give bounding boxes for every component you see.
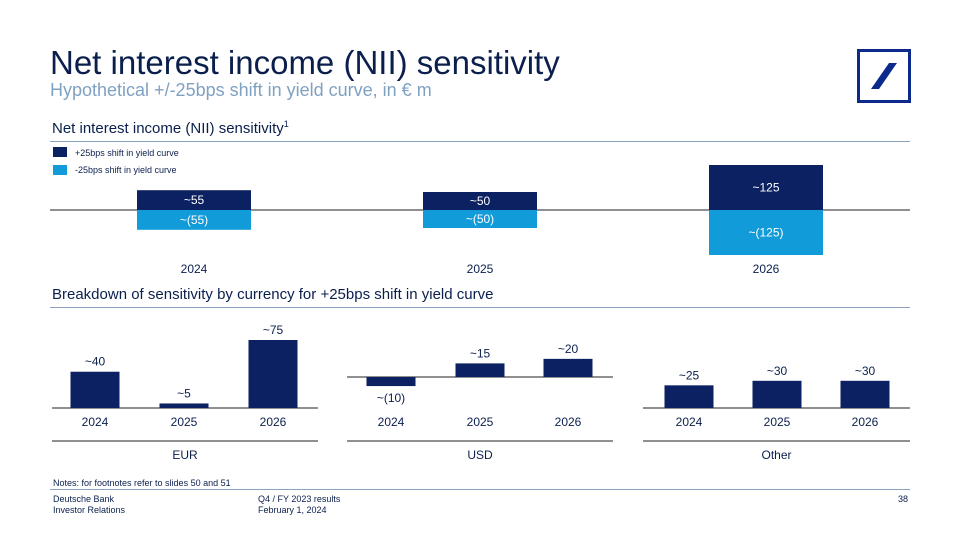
other-label-2026: ~30 <box>855 364 876 378</box>
eur-bar-2026 <box>248 340 298 408</box>
other-bar-2026 <box>840 380 890 408</box>
footnote-mark: 1 <box>283 119 289 129</box>
nii-tick-2024: 2024 <box>181 262 208 276</box>
usd-bar-2026 <box>543 358 593 377</box>
legend-label-minus: -25bps shift in yield curve <box>75 165 177 175</box>
footer-department: Investor Relations <box>53 505 126 515</box>
eur-label-2026: ~75 <box>263 323 284 337</box>
nii-bar-minus-2024 <box>137 210 251 230</box>
legend-label-plus: +25bps shift in yield curve <box>75 148 179 158</box>
eur-label-2024: ~40 <box>85 355 106 369</box>
section-title-nii-text: Net interest income (NII) sensitivity <box>52 120 284 137</box>
usd-tick-2024: 2024 <box>378 415 405 429</box>
usd-tick-2025: 2025 <box>467 415 494 429</box>
usd-group-label: USD <box>467 448 493 462</box>
page-subtitle: Hypothetical +/-25bps shift in yield cur… <box>50 80 432 100</box>
other-label-2025: ~30 <box>767 364 788 378</box>
other-group-label: Other <box>761 448 791 462</box>
nii-bar-plus-2024 <box>137 190 251 210</box>
usd-bar-2025 <box>455 363 505 377</box>
slash-logo-icon <box>871 63 897 89</box>
footer-divider <box>50 489 910 490</box>
eur-tick-2026: 2026 <box>260 415 287 429</box>
notes-text: Notes: for footnotes refer to slides 50 … <box>53 478 231 488</box>
eur-bar-2024 <box>70 371 120 408</box>
eur-label-2025: ~5 <box>177 386 191 400</box>
legend-swatch-minus <box>53 165 67 175</box>
nii-bar-plus-2026 <box>709 165 823 210</box>
nii-bar-minus-2025 <box>423 210 537 228</box>
usd-label-2025: ~15 <box>470 346 491 360</box>
footer-report: Q4 / FY 2023 results <box>258 494 341 504</box>
deutsche-bank-logo <box>857 49 911 103</box>
section-divider <box>50 307 910 308</box>
usd-label-2026: ~20 <box>558 342 579 356</box>
nii-label-minus-2025: ~(50) <box>466 212 494 226</box>
nii-label-plus-2026: ~125 <box>752 181 779 195</box>
nii-label-minus-2026: ~(125) <box>748 226 783 240</box>
nii-bar-minus-2026 <box>709 210 823 255</box>
other-tick-2025: 2025 <box>764 415 791 429</box>
other-label-2024: ~25 <box>679 368 700 382</box>
section-title-nii: Net interest income (NII) sensitivity1 <box>52 119 289 137</box>
section-divider <box>50 141 910 142</box>
usd-tick-2026: 2026 <box>555 415 582 429</box>
other-bar-2025 <box>752 380 802 408</box>
page-number: 38 <box>898 494 909 504</box>
eur-bar-2025 <box>159 403 209 408</box>
other-bar-2024 <box>664 385 714 408</box>
page-title: Net interest income (NII) sensitivity <box>50 44 560 81</box>
footer-date: February 1, 2024 <box>258 505 327 515</box>
eur-tick-2025: 2025 <box>171 415 198 429</box>
nii-tick-2025: 2025 <box>467 262 494 276</box>
eur-tick-2024: 2024 <box>82 415 109 429</box>
other-tick-2024: 2024 <box>676 415 703 429</box>
nii-label-plus-2024: ~55 <box>184 193 205 207</box>
footer-company: Deutsche Bank <box>53 494 115 504</box>
usd-label-2024: ~(10) <box>377 391 405 405</box>
eur-group-label: EUR <box>172 448 198 462</box>
section-title-breakdown: Breakdown of sensitivity by currency for… <box>52 286 494 303</box>
nii-tick-2026: 2026 <box>753 262 780 276</box>
usd-bar-2024 <box>366 377 416 387</box>
other-tick-2026: 2026 <box>852 415 879 429</box>
nii-label-plus-2025: ~50 <box>470 194 491 208</box>
nii-bar-plus-2025 <box>423 192 537 210</box>
nii-label-minus-2024: ~(55) <box>180 213 208 227</box>
legend-swatch-plus <box>53 147 67 157</box>
